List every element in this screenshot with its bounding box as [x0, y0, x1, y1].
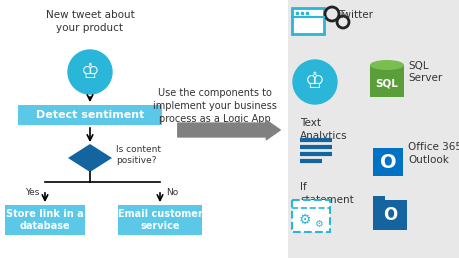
FancyBboxPatch shape [291, 8, 323, 34]
FancyArrowPatch shape [177, 120, 280, 140]
FancyBboxPatch shape [5, 205, 85, 235]
Text: ♔: ♔ [304, 72, 325, 92]
FancyBboxPatch shape [18, 105, 162, 125]
FancyBboxPatch shape [372, 200, 406, 230]
Text: ⚙: ⚙ [313, 219, 322, 229]
Ellipse shape [369, 60, 403, 70]
FancyBboxPatch shape [372, 196, 384, 202]
Text: ♔: ♔ [80, 62, 99, 82]
Text: Email customer
service: Email customer service [118, 209, 202, 231]
Text: Text
Analytics: Text Analytics [299, 118, 347, 141]
FancyBboxPatch shape [291, 200, 329, 232]
Text: If
statement: If statement [299, 182, 353, 205]
Text: Detect sentiment: Detect sentiment [36, 110, 144, 120]
FancyBboxPatch shape [369, 65, 403, 97]
FancyBboxPatch shape [118, 205, 202, 235]
Text: Yes: Yes [25, 188, 39, 197]
Circle shape [68, 50, 112, 94]
Text: SQL
Server: SQL Server [407, 61, 441, 83]
Text: Office 365
Outlook: Office 365 Outlook [407, 142, 459, 165]
Text: Use the components to
implement your business
process as a Logic App: Use the components to implement your bus… [153, 88, 276, 124]
FancyBboxPatch shape [372, 148, 402, 176]
FancyBboxPatch shape [287, 0, 459, 258]
Text: Is content
positive?: Is content positive? [116, 145, 161, 165]
Text: O: O [382, 206, 396, 224]
Text: O: O [379, 152, 396, 172]
Text: Twitter: Twitter [337, 10, 372, 20]
Text: New tweet about
your product: New tweet about your product [45, 10, 134, 33]
Text: ⚙: ⚙ [298, 213, 311, 227]
Circle shape [292, 60, 336, 104]
Polygon shape [68, 144, 112, 172]
Text: Store link in a
database: Store link in a database [6, 209, 84, 231]
Text: SQL: SQL [375, 78, 397, 88]
Text: No: No [166, 188, 178, 197]
